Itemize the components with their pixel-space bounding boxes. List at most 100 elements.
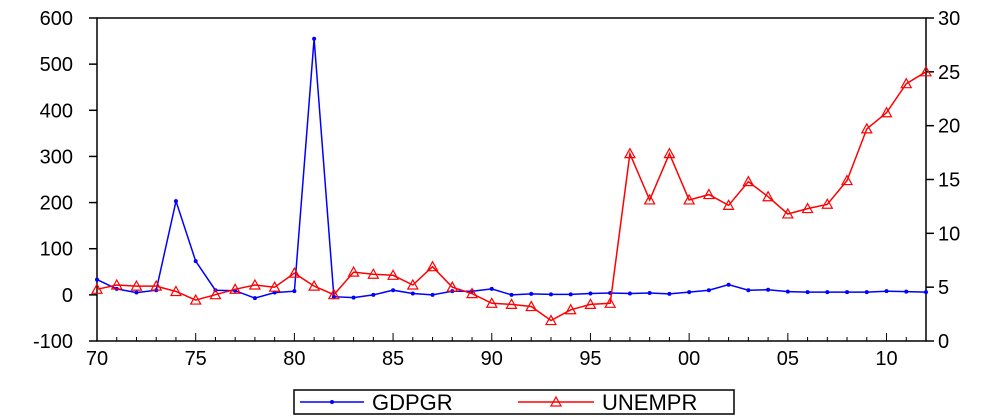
left-axis-tick-label: 0 [62,285,73,307]
data-point-unempr [387,269,400,280]
data-point-gdpgr [785,289,790,294]
data-point-unempr [327,288,340,300]
data-point-unempr [781,207,794,219]
data-point-gdpgr [588,291,593,296]
series-line-unempr [96,71,927,322]
data-point-gdpgr [726,282,731,287]
legend-marker-gdpgr [330,400,334,404]
right-axis-tick-label: 30 [938,8,960,30]
right-axis-tick-label: 10 [938,223,960,245]
data-point-unempr [466,287,479,299]
legend-marker-unempr [549,395,563,407]
data-point-unempr [485,297,498,308]
data-point-gdpgr [746,288,751,293]
data-point-gdpgr [766,287,771,292]
x-axis-tick-label: 85 [382,348,404,370]
data-point-unempr [308,279,321,291]
data-point-unempr [367,268,380,279]
data-point-unempr [446,280,459,292]
data-point-gdpgr [371,292,376,297]
data-point-gdpgr [904,289,909,294]
data-point-gdpgr [193,259,198,264]
data-point-unempr [821,198,834,209]
data-point-unempr [347,265,360,277]
data-point-unempr [623,147,636,159]
data-point-unempr [150,279,163,291]
x-axis-tick-label: 05 [777,348,799,370]
data-point-gdpgr [687,290,692,295]
data-point-unempr [426,260,439,272]
data-point-unempr [663,147,676,159]
data-point-unempr [604,297,617,308]
data-point-unempr [169,285,182,297]
data-point-gdpgr [292,289,297,294]
data-point-unempr [702,188,715,200]
data-point-gdpgr [647,291,652,296]
legend-box [293,389,735,415]
right-axis-tick-label: 0 [938,331,949,353]
data-point-gdpgr [134,290,139,295]
left-axis-tick-label: 200 [40,193,73,215]
right-axis-tick-label: 5 [938,277,949,299]
series-gdpgr [95,36,928,301]
data-point-unempr [762,190,775,202]
left-axis-tick-label: 500 [40,54,73,76]
right-axis-tick-label: 25 [938,62,960,84]
series-layer [90,36,933,326]
data-point-unempr [130,279,143,291]
data-point-unempr [919,65,933,77]
data-point-gdpgr [489,286,494,291]
data-point-gdpgr [924,290,928,295]
x-axis-tick-label: 75 [185,348,207,370]
data-point-unempr [544,314,557,326]
data-point-unempr [801,202,814,214]
data-point-gdpgr [548,292,553,297]
data-point-unempr [900,77,913,89]
data-point-gdpgr [95,277,99,282]
data-point-unempr [564,303,577,315]
data-point-unempr [841,174,854,186]
data-point-unempr [229,283,242,294]
series-unempr [90,65,933,326]
legend: GDPGR UNEMPR [293,389,735,415]
data-point-unempr [189,293,202,305]
data-point-gdpgr [825,290,830,295]
data-point-gdpgr [529,291,534,296]
data-point-unempr [643,193,656,205]
data-point-gdpgr [252,296,257,301]
right-axis-tick-label: 15 [938,170,960,192]
right-axis-tick-label: 20 [938,116,960,138]
data-point-unempr [505,298,518,309]
data-point-gdpgr [627,291,632,296]
data-point-unempr [742,175,755,187]
legend-label-gdpgr: GDPGR [372,390,453,415]
left-axis-tick-label: -100 [33,331,73,353]
data-point-unempr [860,122,873,134]
data-point-gdpgr [706,288,711,293]
left-axis-tick-label: 600 [40,8,73,30]
data-point-unempr [248,278,261,290]
x-axis-tick-label: 80 [283,348,305,370]
x-axis-tick-label: 00 [678,348,700,370]
data-point-gdpgr [864,290,869,295]
data-point-gdpgr [331,294,336,299]
data-point-unempr [288,266,301,278]
data-point-gdpgr [884,289,889,294]
data-point-gdpgr [805,290,810,295]
data-point-unempr [268,280,281,292]
data-point-unempr [880,106,893,118]
left-axis-tick-label: 300 [40,146,73,168]
data-point-gdpgr [568,292,573,297]
data-point-unempr [209,288,222,300]
data-point-unempr [683,193,696,205]
data-point-unempr [525,300,538,312]
data-point-gdpgr [667,291,672,296]
data-point-gdpgr [410,291,415,296]
data-point-gdpgr [391,288,396,293]
left-axis-tick-label: 100 [40,239,73,261]
x-axis-tick-label: 95 [579,348,601,370]
data-point-unempr [584,298,597,309]
data-point-gdpgr [430,292,435,297]
